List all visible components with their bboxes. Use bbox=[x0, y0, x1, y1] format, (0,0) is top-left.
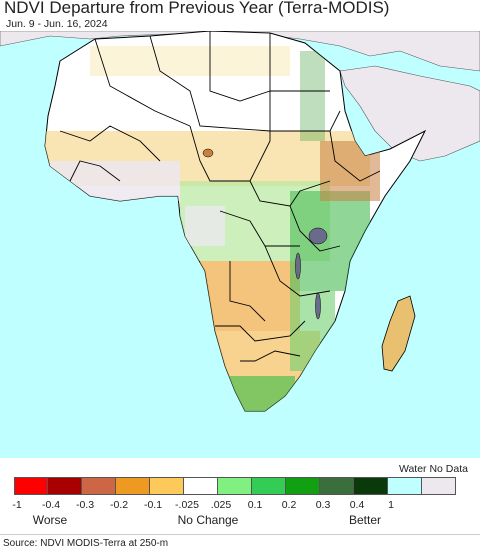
country-borders bbox=[59, 31, 381, 362]
lake-victoria bbox=[308, 227, 328, 245]
lake-malawi bbox=[315, 292, 321, 320]
legend-tick: -0.1 bbox=[143, 499, 163, 511]
map-title: NDVI Departure from Previous Year (Terra… bbox=[4, 0, 390, 17]
legend-tick: 0.1 bbox=[247, 499, 263, 511]
lake-chad bbox=[202, 148, 214, 158]
better-label: Better bbox=[348, 513, 382, 527]
legend-swatch bbox=[252, 477, 286, 495]
nile-green bbox=[300, 51, 325, 141]
legend-swatch bbox=[320, 477, 354, 495]
legend-tick: -.025 bbox=[175, 499, 199, 511]
legend-tick: -0.3 bbox=[75, 499, 95, 511]
no-change-label: No Change bbox=[177, 513, 239, 527]
legend-swatch bbox=[14, 477, 48, 495]
legend-tick: .025 bbox=[210, 499, 232, 511]
legend-swatch bbox=[116, 477, 150, 495]
legend-swatch bbox=[150, 477, 184, 495]
legend-tick: 0.4 bbox=[349, 499, 365, 511]
legend-tick: 0.2 bbox=[281, 499, 297, 511]
worse-label: Worse bbox=[32, 513, 68, 527]
legend-swatch bbox=[388, 477, 422, 495]
legend-tick: -0.2 bbox=[109, 499, 129, 511]
europe-landmass bbox=[0, 31, 480, 72]
legend-tick: 0.3 bbox=[315, 499, 331, 511]
legend-swatch bbox=[48, 477, 82, 495]
legend-tick: -0.4 bbox=[41, 499, 61, 511]
ndvi-departure-map bbox=[0, 31, 480, 458]
legend-swatch bbox=[184, 477, 218, 495]
legend-tick: -1 bbox=[12, 499, 22, 511]
congo-nodata bbox=[185, 206, 225, 246]
arabian-peninsula bbox=[339, 65, 480, 162]
angola-dry bbox=[200, 261, 300, 331]
map-date-range: Jun. 9 - Jun. 16, 2024 bbox=[6, 18, 108, 30]
north-coast-green bbox=[90, 46, 290, 76]
source-note: Source: NDVI MODIS-Terra at 250-m bbox=[0, 534, 480, 551]
legend-swatch bbox=[82, 477, 116, 495]
legend-swatch bbox=[422, 477, 456, 495]
lake-tanganyika bbox=[295, 252, 301, 280]
scale-ticks: -1 -0.4 -0.3 -0.2 -0.1 -.025 .025 0.1 0.2 0.3 0.4 1 bbox=[0, 499, 480, 513]
legend-tick: 1 bbox=[388, 499, 394, 511]
legend-swatch bbox=[286, 477, 320, 495]
madagascar bbox=[381, 295, 416, 372]
color-scale bbox=[14, 477, 456, 495]
water-no-data-label: Water No Data bbox=[398, 463, 468, 475]
legend-swatch bbox=[218, 477, 252, 495]
legend-swatch bbox=[354, 477, 388, 495]
